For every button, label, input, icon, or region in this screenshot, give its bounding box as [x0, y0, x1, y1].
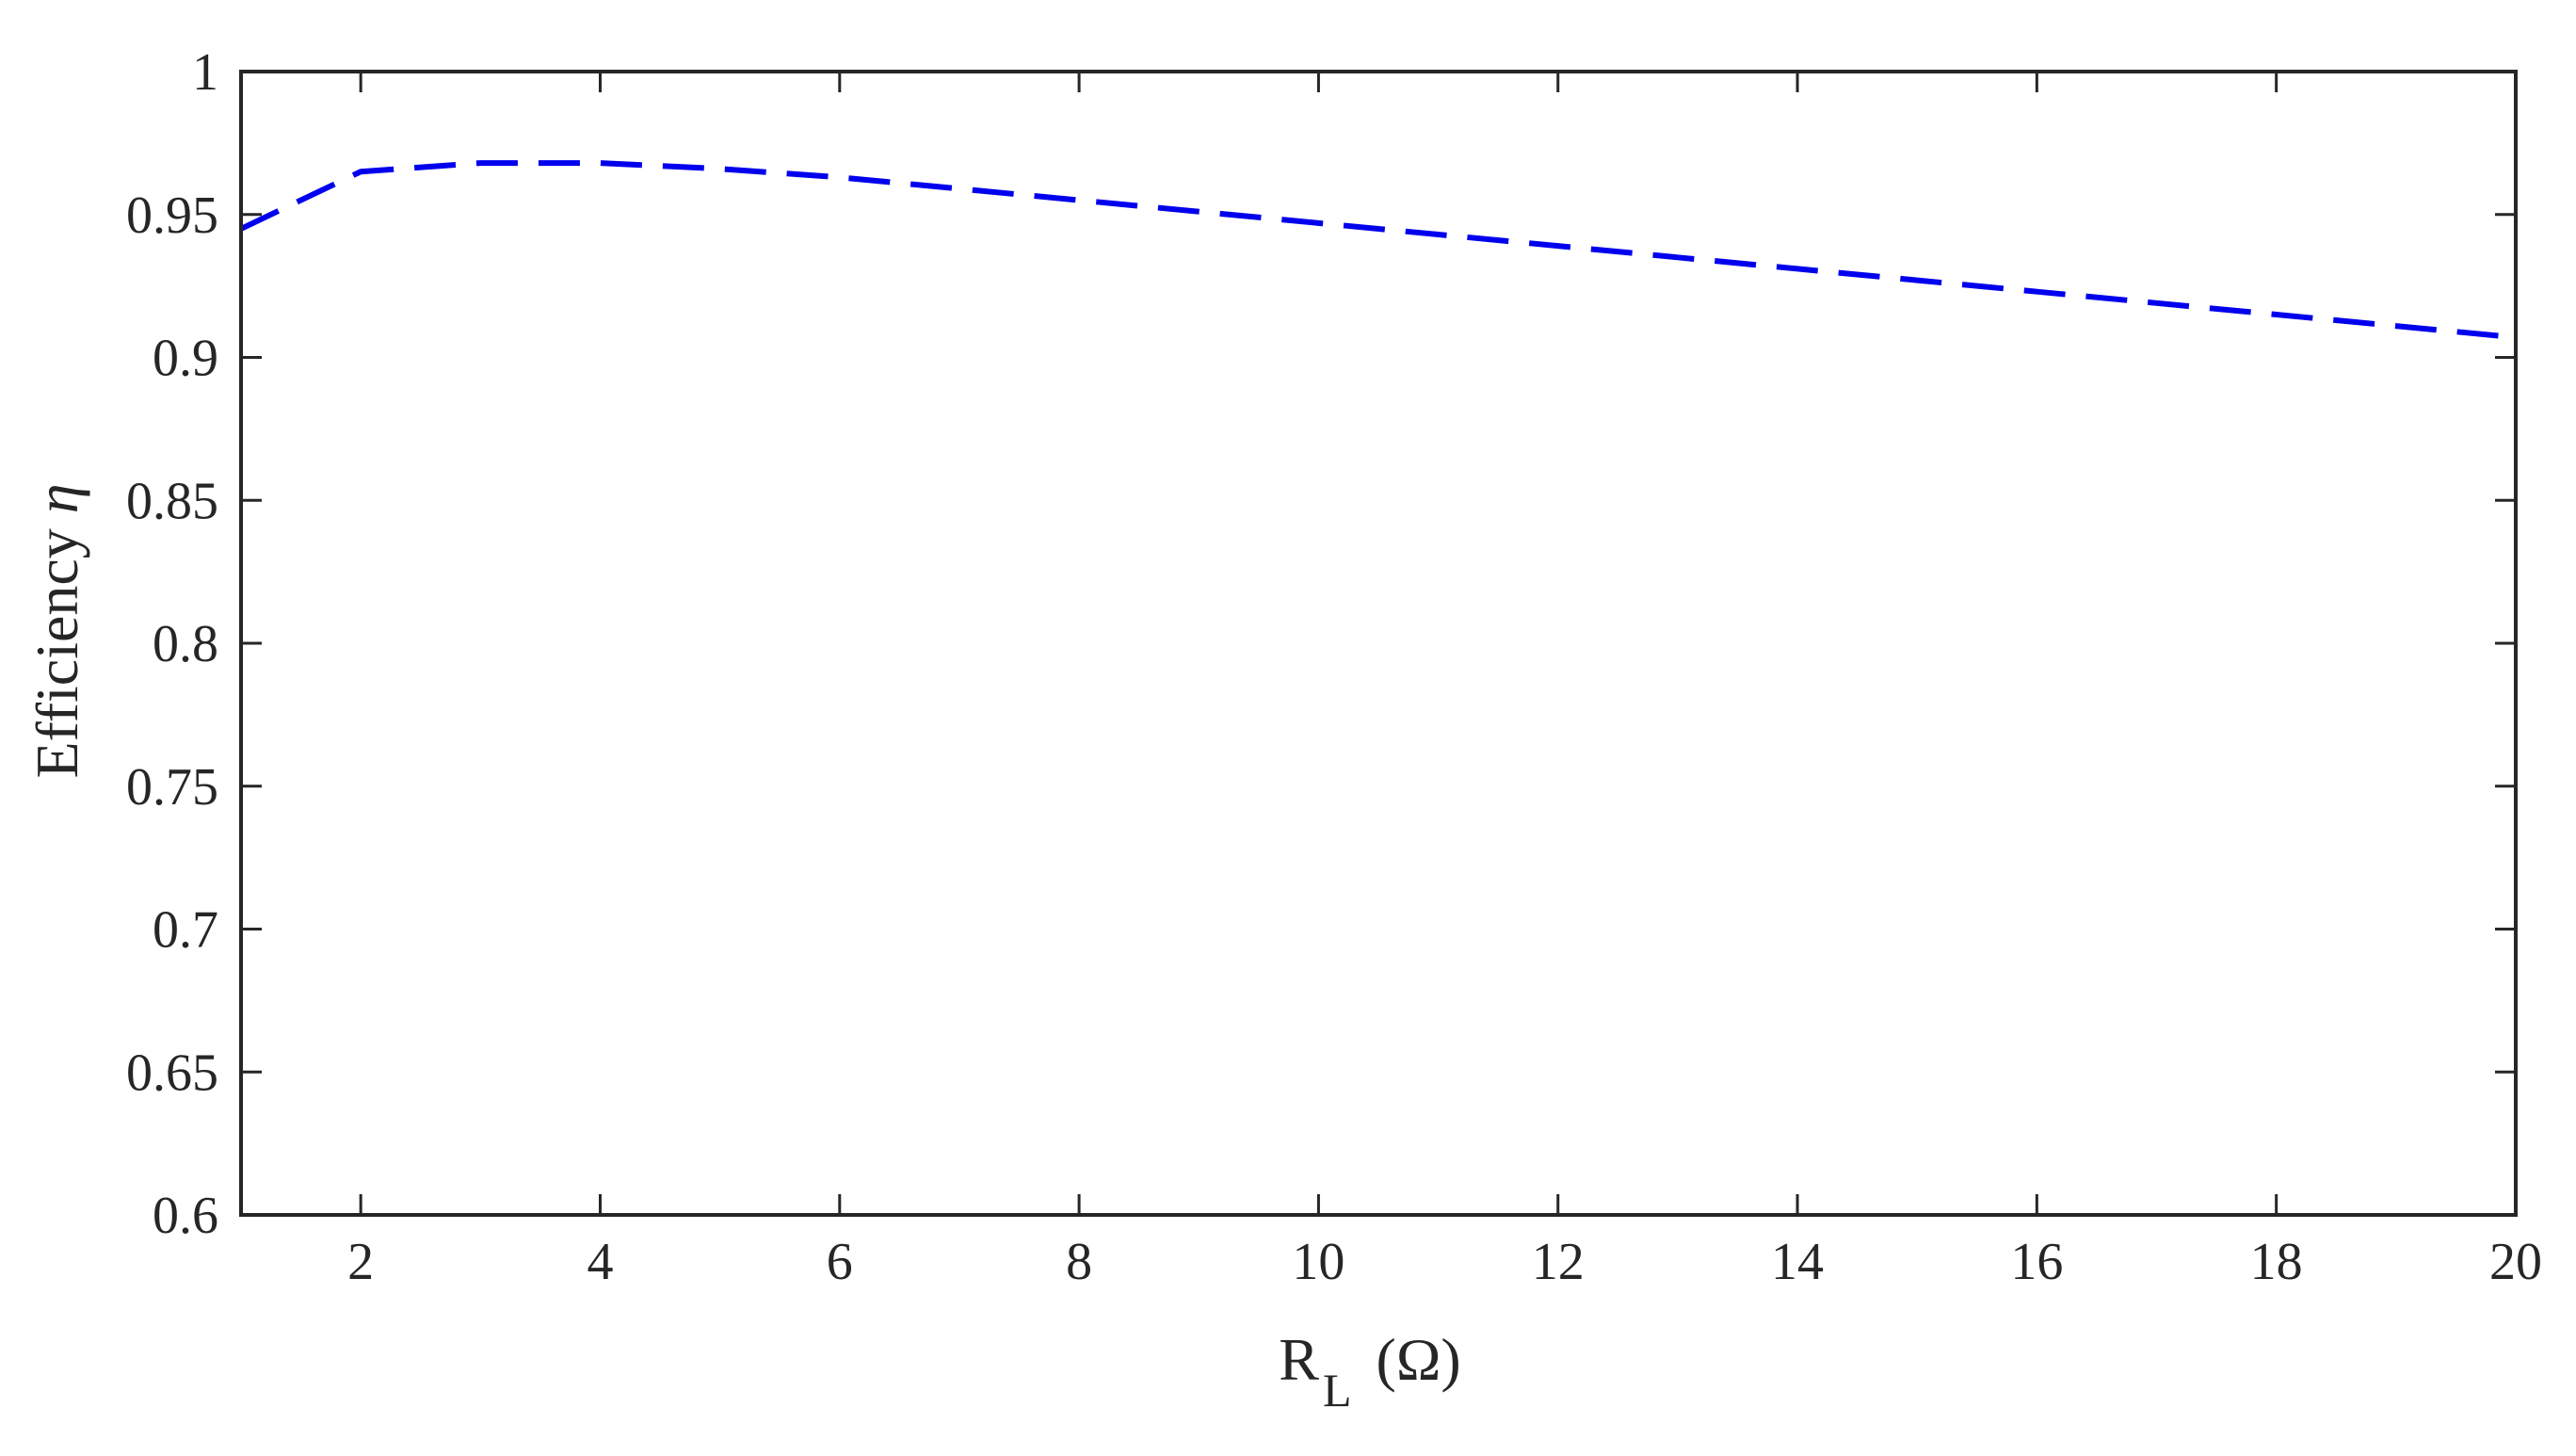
y-tick-label: 0.8	[153, 615, 218, 673]
y-tick-label: 0.9	[153, 330, 218, 388]
x-tick-label: 2	[347, 1233, 374, 1291]
x-tick-label: 18	[2250, 1233, 2303, 1291]
x-tick-label: 12	[1532, 1233, 1585, 1291]
x-tick-label: 6	[827, 1233, 853, 1291]
y-tick-label: 0.6	[153, 1187, 218, 1245]
x-axis-title-unit: (Ω)	[1377, 1326, 1461, 1393]
x-tick-label: 8	[1066, 1233, 1092, 1291]
y-axis-title-symbol: η	[24, 483, 90, 513]
x-tick-label: 10	[1292, 1233, 1344, 1291]
series-line	[239, 160, 2517, 341]
y-tick-label: 1	[192, 43, 218, 102]
y-axis-title: Efficiency η	[24, 483, 90, 778]
x-tick-label: 20	[2489, 1233, 2542, 1291]
x-tick-label: 14	[1771, 1233, 1824, 1291]
x-axis-title-main: R	[1279, 1326, 1319, 1393]
series-lines	[239, 160, 2517, 341]
y-tick-label: 0.7	[153, 901, 218, 960]
y-tick-label: 0.65	[126, 1043, 218, 1102]
tick-labels: 2 4 6 8 10 12 14 16 18 20 0.6 0.65 0.7 0.75 0.8 0.85 0.9…	[126, 43, 2542, 1291]
x-tick-label: 4	[587, 1233, 613, 1291]
y-tick-label: 0.85	[126, 472, 218, 530]
x-axis-title: RL (Ω)	[1279, 1326, 1460, 1416]
y-axis-title-main: Efficiency	[24, 528, 90, 778]
y-tick-label: 0.95	[126, 186, 218, 245]
x-axis-title-subscript: L	[1323, 1364, 1352, 1416]
plot-frame	[239, 70, 2518, 1217]
y-tick-label: 0.75	[126, 758, 218, 817]
x-tick-label: 16	[2010, 1233, 2063, 1291]
